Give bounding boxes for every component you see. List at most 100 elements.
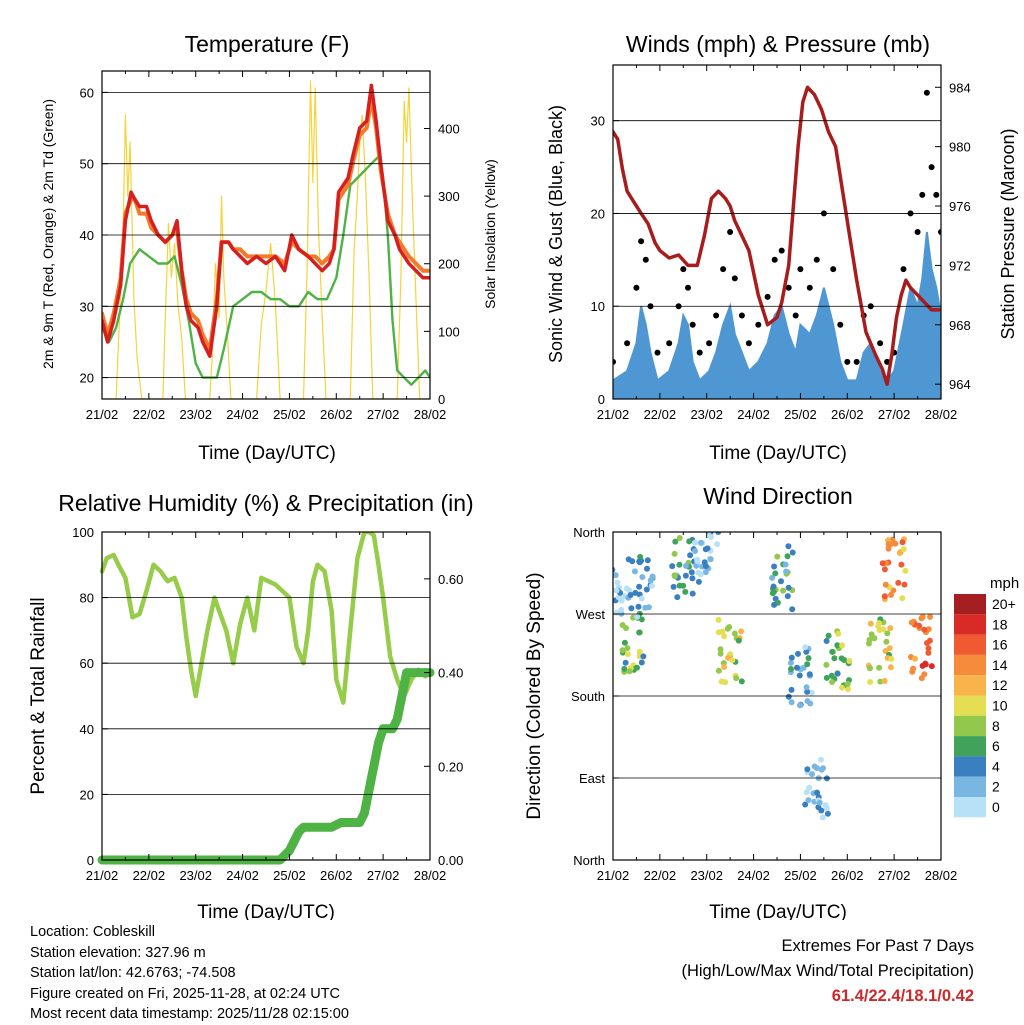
x-tick-label: 28/02 — [925, 868, 958, 883]
direction-point — [803, 789, 810, 796]
direction-point — [925, 649, 932, 656]
extremes-box: Extremes For Past 7 Days (High/Low/Max W… — [681, 934, 974, 1009]
y2-tick-label: 972 — [949, 258, 971, 273]
direction-point — [648, 582, 655, 589]
direction-point — [632, 589, 639, 596]
temp-2m-line — [102, 83, 430, 358]
gust-point — [731, 275, 738, 282]
direction-point — [885, 541, 892, 548]
direction-point — [902, 567, 909, 574]
x-tick-label: 24/02 — [737, 868, 770, 883]
direction-point — [693, 562, 700, 569]
gust-point — [727, 229, 734, 235]
y-tick-label: East — [579, 771, 605, 786]
direction-point — [816, 799, 823, 806]
direction-point — [623, 585, 630, 592]
x-tick-label: 21/02 — [597, 407, 630, 422]
direction-point — [715, 532, 722, 535]
legend-swatch — [954, 695, 986, 716]
legend-swatch — [954, 654, 986, 676]
direction-point — [689, 590, 696, 597]
legend-label: 16 — [992, 637, 1008, 653]
direction-point — [636, 629, 643, 636]
x-tick-label: 23/02 — [690, 407, 723, 422]
direction-point — [845, 686, 851, 693]
direction-point — [882, 581, 889, 588]
y-tick-label: 40 — [80, 228, 94, 243]
y2-tick-label: 400 — [438, 121, 460, 136]
direction-point — [714, 541, 721, 548]
direction-point — [683, 562, 689, 569]
gust-point — [738, 312, 745, 319]
direction-point — [927, 613, 933, 620]
direction-point — [619, 622, 626, 628]
temperature-xlabel: Time (Day/UTC) — [198, 443, 336, 464]
direction-point — [879, 560, 886, 567]
legend-swatch — [954, 675, 986, 696]
winds-xlabel: Time (Day/UTC) — [709, 443, 847, 464]
direction-point — [876, 620, 883, 627]
pressure-line — [613, 85, 941, 386]
direction-point — [788, 686, 795, 693]
gust-point — [720, 266, 727, 273]
legend-label: 18 — [992, 616, 1008, 632]
direction-point — [692, 548, 698, 554]
direction-point — [885, 545, 892, 552]
x-tick-label: 24/02 — [226, 407, 259, 422]
legend-label: 14 — [992, 657, 1008, 673]
gust-point — [771, 256, 778, 263]
direction-point — [606, 587, 612, 593]
gust-point — [755, 321, 762, 328]
direction-point — [806, 784, 813, 791]
direction-point — [613, 587, 620, 594]
direction-point — [644, 557, 651, 564]
direction-point — [918, 615, 925, 622]
direction-point — [887, 625, 894, 632]
direction-point — [921, 626, 928, 633]
direction-point — [715, 667, 722, 674]
legend-label: 6 — [992, 738, 1000, 754]
direction-point — [839, 642, 846, 649]
y2-tick-label: 984 — [949, 80, 971, 95]
gust-point — [713, 312, 720, 319]
gust-point — [638, 238, 645, 245]
gust-point — [900, 266, 907, 273]
direction-point — [806, 671, 813, 678]
gust-point — [642, 256, 649, 263]
direction-point — [708, 534, 714, 540]
gust-point — [745, 340, 752, 347]
y-tick-label: 0 — [87, 853, 94, 868]
direction-point — [733, 675, 740, 682]
gust-point — [633, 284, 640, 291]
direction-point — [695, 578, 702, 585]
station-info: Location: Cobleskill Station elevation: … — [30, 922, 349, 1025]
direction-point — [883, 638, 890, 645]
x-tick-label: 22/02 — [644, 868, 677, 883]
direction-point — [629, 558, 636, 565]
direction-point — [811, 763, 818, 770]
direction-point — [877, 678, 884, 685]
direction-point — [721, 633, 728, 640]
gust-point — [689, 321, 696, 328]
solar-insolation-line — [102, 80, 430, 399]
direction-point — [627, 592, 634, 598]
direction-point — [680, 582, 687, 589]
direction-point — [715, 616, 722, 623]
direction-point — [782, 561, 789, 568]
direction-point — [785, 543, 792, 550]
x-tick-label: 26/02 — [831, 407, 864, 422]
direction-point — [672, 538, 679, 545]
temperature-title: Temperature (F) — [185, 31, 350, 57]
y-tick-label: 40 — [80, 722, 94, 737]
direction-point — [838, 655, 845, 662]
legend-swatch — [954, 736, 986, 757]
direction-point — [719, 628, 726, 635]
direction-point — [823, 674, 830, 681]
y-tick-label: 20 — [591, 206, 605, 221]
direction-point — [788, 699, 795, 706]
direction-point — [674, 594, 681, 601]
direction-point — [780, 587, 787, 594]
x-tick-label: 28/02 — [414, 407, 447, 422]
rh-line — [99, 532, 433, 705]
x-tick-label: 25/02 — [784, 407, 817, 422]
